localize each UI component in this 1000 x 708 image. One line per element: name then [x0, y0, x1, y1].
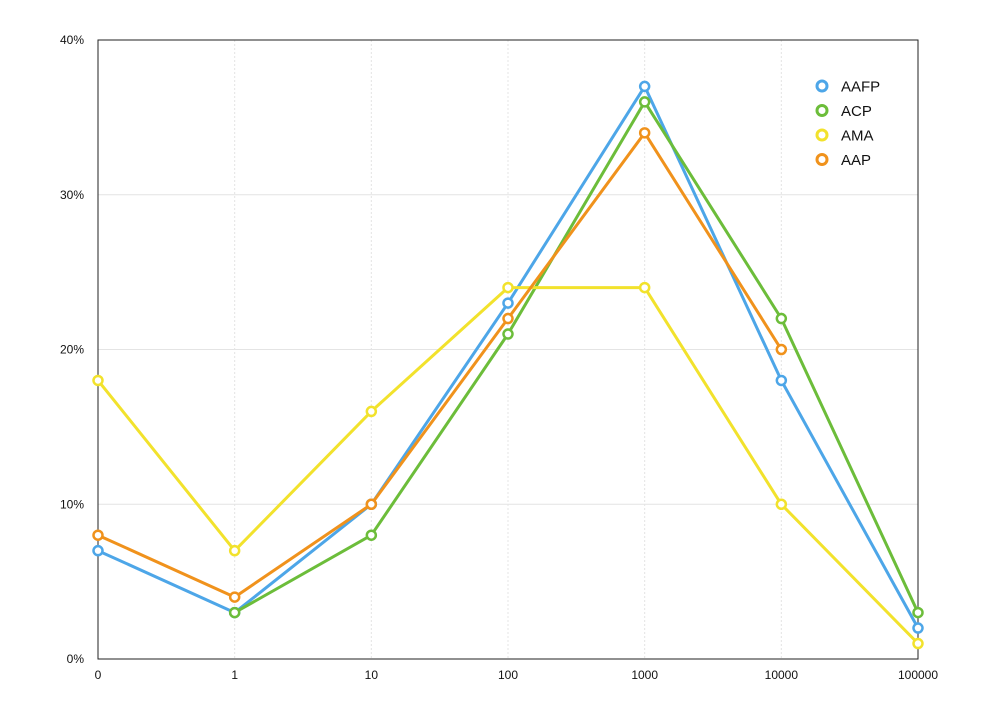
data-point-acp [228, 606, 241, 619]
legend[interactable]: AAFP ACP AMA AAP [815, 79, 880, 170]
legend-label: AMA [841, 128, 874, 145]
legend-marker [815, 79, 829, 93]
y-tick-label: 0% [67, 652, 85, 666]
series-line-aap [96, 131, 783, 599]
data-point-acp [365, 529, 378, 541]
legend-marker [815, 153, 829, 166]
x-tick-label: 1 [231, 668, 238, 682]
series-ama [92, 281, 924, 650]
data-point-acp [502, 328, 514, 340]
legend-marker [815, 104, 829, 117]
series-aap [92, 127, 788, 603]
data-point-aap [502, 312, 514, 325]
y-tick-label: 30% [60, 188, 84, 202]
data-point-ama [92, 374, 104, 387]
y-tick-label: 10% [60, 497, 84, 511]
data-point-aafp [775, 374, 788, 387]
data-point-aafp [638, 80, 651, 93]
data-point-ama [502, 281, 514, 294]
data-point-aap [365, 498, 378, 510]
y-tick-label: 40% [60, 33, 84, 47]
data-point-aap [638, 127, 651, 139]
data-point-ama [228, 544, 241, 557]
legend-item-acp[interactable]: ACP [815, 103, 872, 120]
legend-label: AAP [841, 152, 871, 169]
data-point-aap [775, 343, 788, 356]
legend-item-aafp[interactable]: AAFP [815, 79, 880, 96]
series-lines [92, 80, 924, 650]
x-tick-label: 100 [498, 668, 518, 682]
data-point-acp [912, 606, 924, 619]
legend-label: AAFP [841, 79, 880, 96]
legend-marker [815, 128, 829, 142]
y-axis-tick-labels: 0% 10% 20% 30% 40% [60, 33, 84, 666]
x-tick-label: 10000 [765, 668, 799, 682]
x-axis-tick-labels: 0 1 10 100 1000 10000 100000 [95, 668, 939, 682]
data-point-aafp [92, 544, 104, 557]
plot-area-frame [97, 39, 919, 660]
data-point-ama [365, 405, 378, 418]
data-point-aafp [912, 622, 924, 634]
data-point-acp [775, 312, 788, 325]
data-point-aafp [502, 297, 514, 309]
y-tick-label: 20% [60, 343, 84, 357]
data-point-acp [638, 96, 651, 108]
series-line-acp [233, 100, 920, 615]
x-tick-label: 100000 [898, 668, 938, 682]
series-acp [228, 96, 924, 619]
data-point-ama [912, 637, 924, 650]
x-tick-label: 10 [365, 668, 379, 682]
data-point-aap [228, 591, 241, 603]
legend-label: ACP [841, 103, 872, 120]
legend-item-aap[interactable]: AAP [815, 152, 871, 169]
data-point-ama [638, 281, 651, 294]
data-point-aap [92, 529, 104, 541]
x-tick-label: 0 [95, 668, 102, 682]
data-point-ama [775, 498, 788, 510]
x-tick-label: 1000 [631, 668, 658, 682]
legend-item-ama[interactable]: AMA [815, 128, 874, 145]
